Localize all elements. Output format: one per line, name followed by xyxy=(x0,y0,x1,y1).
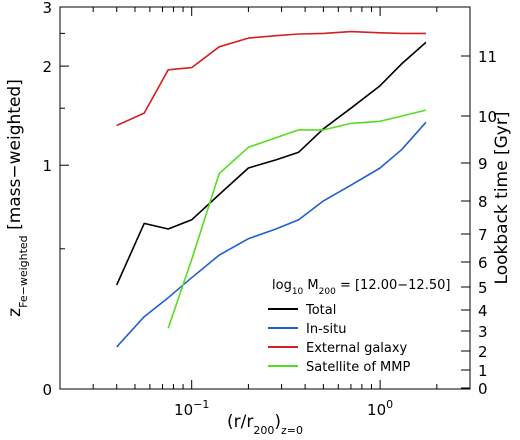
x-tick-label: 100 xyxy=(367,398,393,419)
y-tick-left-label: 1 xyxy=(42,157,52,175)
y-tick-right-label: 9 xyxy=(478,155,488,173)
y-tick-left-label: 3 xyxy=(42,0,52,17)
y-tick-right-label: 3 xyxy=(478,323,488,341)
y-tick-right-label: 10 xyxy=(478,108,497,126)
y-tick-right-label: 11 xyxy=(478,48,497,66)
series-line-in-situ xyxy=(116,121,427,348)
y-tick-left-label: 0 xyxy=(42,381,52,399)
legend-label: External galaxy xyxy=(306,341,408,356)
y-tick-right-label: 0 xyxy=(478,380,488,398)
legend-label: Total xyxy=(305,303,336,318)
plot-frame xyxy=(59,6,471,390)
y-tick-right-label: 5 xyxy=(478,279,488,297)
series-line-external-galaxy xyxy=(116,30,426,127)
y-tick-right-label: 2 xyxy=(478,343,488,361)
series-line-total xyxy=(115,41,427,286)
legend-label: In-situ xyxy=(306,322,347,337)
y-tick-left-label: 2 xyxy=(42,58,52,76)
series-line-satellite-of-mmp xyxy=(167,109,427,329)
x-tick-label: 10−1 xyxy=(174,398,209,419)
y-tick-right-label: 4 xyxy=(478,302,488,320)
y-tick-right-label: 8 xyxy=(478,193,488,211)
series-lines xyxy=(115,30,427,348)
legend: Total In-situ External galaxy Satellite of … xyxy=(268,303,410,375)
mass-range-annotation: log10 M200 = [12.00−12.50] xyxy=(272,278,450,297)
axis-ticks xyxy=(59,6,471,390)
y-tick-right-label: 1 xyxy=(478,362,488,380)
y-tick-right-label: 7 xyxy=(478,226,488,244)
y-axis-left-label: zFe−weighted [mass−weighted] xyxy=(5,79,30,317)
x-axis-label: (r/r200)z=0 xyxy=(227,412,303,437)
y-tick-right-label: 6 xyxy=(478,254,488,272)
legend-label: Satellite of MMP xyxy=(306,360,410,375)
y-axis-right-label: Lookback time [Gyr] xyxy=(492,112,512,285)
